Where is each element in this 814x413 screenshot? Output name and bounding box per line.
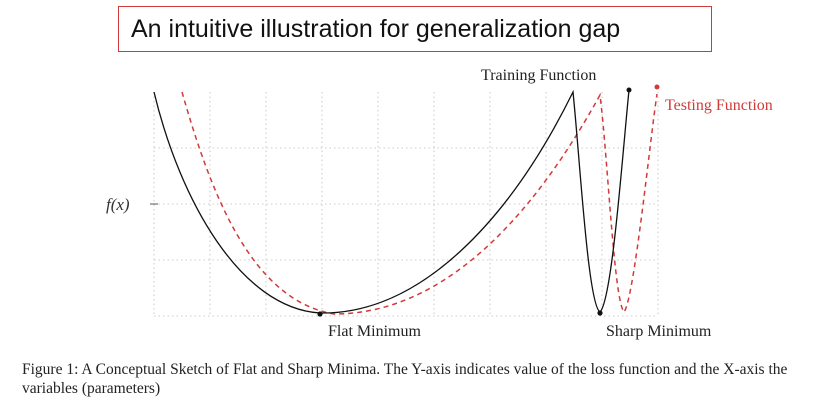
training-function-label: Training Function bbox=[481, 67, 596, 84]
flat-minimum-dot bbox=[317, 311, 323, 317]
minima-sketch: f(x) Training Function Testing Function … bbox=[106, 67, 773, 340]
y-axis-label: f(x) bbox=[106, 195, 130, 214]
sharp-minimum-dot bbox=[597, 310, 603, 316]
sharp-minimum-label: Sharp Minimum bbox=[606, 323, 712, 340]
testing-end-dot bbox=[654, 84, 660, 90]
training-end-dot bbox=[626, 87, 632, 93]
flat-minimum-label: Flat Minimum bbox=[328, 323, 421, 340]
grid bbox=[153, 92, 659, 317]
slide-title: An intuitive illustration for generaliza… bbox=[118, 6, 712, 52]
training-function-curve bbox=[153, 89, 630, 314]
testing-function-label: Testing Function bbox=[665, 97, 773, 114]
testing-function-curve bbox=[181, 91, 658, 315]
figure-caption: Figure 1: A Conceptual Sketch of Flat an… bbox=[22, 361, 788, 397]
